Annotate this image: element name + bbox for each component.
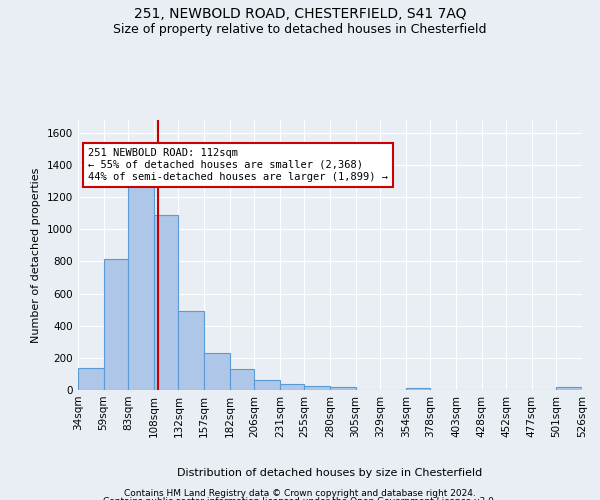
Bar — [128, 184, 154, 390]
Bar — [204, 352, 230, 390]
Bar — [280, 384, 304, 390]
Bar — [330, 387, 356, 390]
Bar — [104, 259, 128, 390]
Y-axis label: Number of detached properties: Number of detached properties — [31, 168, 41, 342]
Bar — [78, 368, 104, 390]
Text: Contains public sector information licensed under the Open Government Licence v3: Contains public sector information licen… — [103, 497, 497, 500]
Bar — [254, 380, 280, 390]
Bar — [154, 215, 178, 390]
Text: Size of property relative to detached houses in Chesterfield: Size of property relative to detached ho… — [113, 22, 487, 36]
Text: Contains HM Land Registry data © Crown copyright and database right 2024.: Contains HM Land Registry data © Crown c… — [124, 489, 476, 498]
Bar — [304, 386, 330, 390]
Bar — [556, 388, 582, 390]
Text: 251 NEWBOLD ROAD: 112sqm
← 55% of detached houses are smaller (2,368)
44% of sem: 251 NEWBOLD ROAD: 112sqm ← 55% of detach… — [88, 148, 388, 182]
Bar — [178, 311, 204, 390]
Text: Distribution of detached houses by size in Chesterfield: Distribution of detached houses by size … — [178, 468, 482, 477]
Text: 251, NEWBOLD ROAD, CHESTERFIELD, S41 7AQ: 251, NEWBOLD ROAD, CHESTERFIELD, S41 7AQ — [134, 8, 466, 22]
Bar — [230, 370, 254, 390]
Bar — [406, 388, 430, 390]
